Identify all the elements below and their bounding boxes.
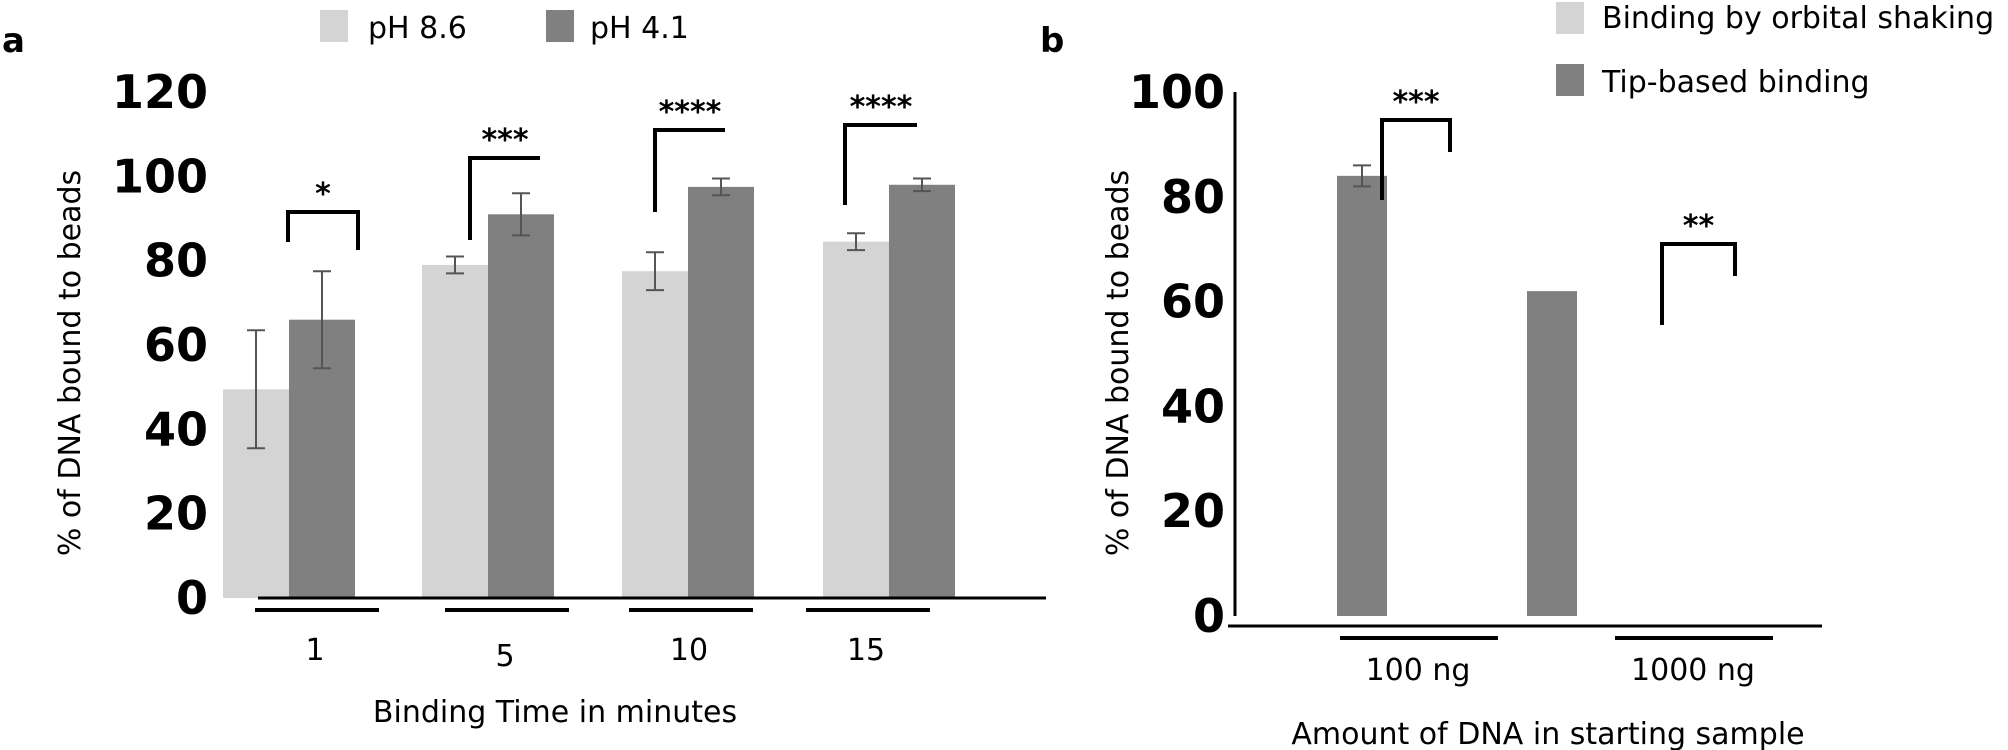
legend-swatch-ph-4-1: [546, 10, 574, 42]
y-tick-label-120: 120: [112, 65, 208, 119]
panel-a-category-labels: 1 5 10 15: [255, 608, 930, 674]
panel-a-significance: ******** ****: [286, 90, 917, 250]
y-tick-label-0: 0: [176, 571, 208, 625]
significance-stars-10min: ****: [659, 95, 722, 130]
category-label-10: 10: [670, 633, 708, 668]
significance-bracket-1min: [286, 210, 360, 250]
category-label-5: 5: [495, 639, 514, 674]
y-tick-label-100: 100: [112, 149, 208, 203]
y-tick-label-100: 100: [1129, 65, 1225, 119]
bar-ph-4-1-5min: [488, 214, 554, 599]
panel-a-bars: [223, 177, 955, 599]
significance-stars-1min: *: [315, 177, 331, 212]
panel-a-x-axis-title: Binding Time in minutes: [373, 695, 737, 730]
bar-ph-8-6-5min: [422, 264, 488, 598]
panel-a-y-axis-title: % of DNA bound to beads: [53, 170, 88, 556]
y-tick-label-60: 60: [1161, 275, 1225, 329]
significance-bracket-100-ng: [1380, 118, 1452, 200]
bar-ph-4-1-15min: [889, 184, 955, 598]
y-tick-label-80: 80: [1161, 170, 1225, 224]
category-label-100-ng: 100 ng: [1366, 653, 1471, 688]
legend-label-ph-4-1: pH 4.1: [590, 11, 689, 46]
legend-label-ph-8-6: pH 8.6: [368, 11, 467, 46]
panel-b-category-labels: 100 ng 1000 ng: [1340, 636, 1773, 688]
legend-label-orbital-shaking: Binding by orbital shaking: [1602, 1, 1994, 36]
panel-a-legend: pH 8.6 pH 4.1: [320, 10, 689, 46]
significance-bracket-5min: [468, 156, 540, 240]
significance-bracket-15min: [843, 123, 917, 205]
panel-b-x-axis-title: Amount of DNA in starting sample: [1291, 717, 1804, 750]
panel-b-legend: Binding by orbital shaking Tip-based bin…: [1556, 1, 1994, 100]
category-label-1: 1: [305, 633, 324, 668]
significance-stars-15min: ****: [850, 90, 913, 125]
legend-label-tip-based: Tip-based binding: [1601, 65, 1870, 100]
significance-stars-1000-ng: **: [1683, 209, 1715, 244]
bar-ph-8-6-15min: [823, 241, 889, 599]
y-tick-label-40: 40: [144, 402, 208, 456]
panel-b-bars: [1337, 164, 1577, 616]
bar-ph-8-6-10min: [622, 271, 688, 598]
bar-ph-4-1-10min: [688, 186, 754, 598]
panel-a-y-ticks: 0 20 40 60 80 100 120: [112, 65, 208, 625]
panel-b: b Binding by orbital shaking Tip-based b…: [1040, 1, 1994, 750]
panel-b-letter: b: [1040, 21, 1064, 61]
significance-bracket-1000-ng: [1660, 242, 1737, 325]
significance-stars-5min: ***: [481, 123, 528, 158]
y-tick-label-80: 80: [144, 234, 208, 288]
significance-bracket-10min: [653, 128, 725, 212]
y-tick-label-0: 0: [1193, 589, 1225, 643]
y-tick-label-40: 40: [1161, 379, 1225, 433]
bar-tip-based-1000-ng: [1527, 291, 1577, 616]
legend-swatch-tip-based: [1556, 64, 1584, 96]
panel-b-y-ticks: 0 20 40 60 80 100: [1129, 65, 1225, 643]
bar-tip-based-100-ng: [1337, 175, 1387, 616]
legend-swatch-orbital-shaking: [1556, 2, 1584, 34]
panel-b-significance: *****: [1380, 85, 1737, 325]
y-tick-label-20: 20: [144, 487, 208, 541]
legend-swatch-ph-8-6: [320, 10, 348, 42]
category-label-15: 15: [847, 633, 885, 668]
significance-stars-100-ng: ***: [1392, 85, 1439, 120]
y-tick-label-20: 20: [1161, 484, 1225, 538]
panel-b-y-axis-title: % of DNA bound to beads: [1101, 170, 1136, 556]
category-label-1000-ng: 1000 ng: [1631, 653, 1755, 688]
y-tick-label-60: 60: [144, 318, 208, 372]
panel-a-letter: a: [2, 21, 25, 61]
